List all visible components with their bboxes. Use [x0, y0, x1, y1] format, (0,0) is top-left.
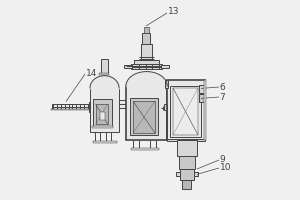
Text: 14: 14 [85, 68, 97, 77]
Bar [141, 44, 152, 60]
Bar [165, 80, 168, 88]
Bar [119, 100, 131, 108]
Bar [131, 64, 162, 69]
Bar [90, 88, 119, 132]
Bar [167, 80, 205, 140]
Bar [167, 139, 205, 141]
Bar [176, 172, 180, 176]
Bar [124, 65, 132, 68]
Bar [92, 126, 113, 128]
Text: 7: 7 [220, 92, 225, 102]
Bar [144, 27, 149, 33]
Bar [161, 65, 169, 68]
Bar [89, 102, 92, 112]
Bar [93, 141, 117, 143]
Bar [96, 104, 108, 124]
Bar [204, 80, 206, 140]
Bar [194, 172, 198, 176]
Bar [180, 169, 194, 180]
Text: 6: 6 [220, 83, 225, 92]
Bar [179, 156, 195, 169]
Bar [93, 99, 112, 126]
Bar [101, 59, 108, 74]
Text: 10: 10 [220, 163, 231, 172]
Bar [170, 86, 201, 137]
Bar [130, 98, 158, 135]
Bar [164, 104, 168, 110]
Bar [100, 112, 105, 120]
Bar [99, 73, 110, 75]
Bar [182, 180, 191, 189]
Bar [131, 148, 159, 150]
Text: 13: 13 [168, 7, 179, 17]
Bar [51, 109, 90, 110]
Text: 9: 9 [220, 155, 225, 164]
Bar [177, 140, 197, 156]
Bar [126, 86, 167, 140]
Bar [133, 101, 155, 133]
Bar [52, 104, 90, 109]
Bar [134, 60, 159, 64]
Bar [199, 85, 205, 93]
Bar [142, 33, 150, 44]
Bar [173, 88, 198, 135]
Bar [199, 94, 205, 102]
